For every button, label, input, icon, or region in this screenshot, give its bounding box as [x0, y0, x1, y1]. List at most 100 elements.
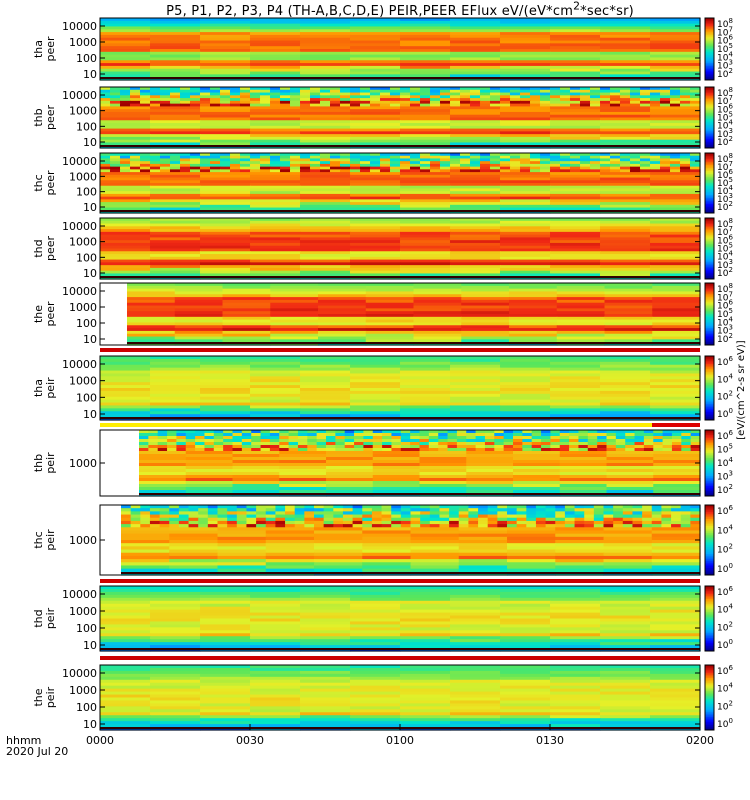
spectrogram-cell	[450, 163, 461, 168]
spectrogram-cell	[500, 196, 551, 200]
spectrogram-cell	[150, 237, 201, 241]
colorbar-cell	[705, 568, 714, 571]
spectrogram-cell	[100, 682, 151, 687]
spectrogram-cell	[660, 166, 671, 170]
spectrogram-cell	[653, 430, 664, 434]
spectrogram-cell	[526, 511, 537, 516]
spectrogram-cell	[279, 472, 327, 476]
y-tick-label: 10	[83, 333, 97, 346]
colorbar-cell	[705, 100, 714, 103]
spectrogram-cell	[500, 603, 551, 608]
colorbar-cell	[705, 396, 714, 399]
spectrogram-cell	[400, 356, 451, 360]
spectrogram-cell	[400, 87, 411, 91]
spectrogram-cell	[150, 180, 201, 184]
spectrogram-cell	[400, 411, 451, 415]
spectrogram-cell	[340, 98, 351, 102]
spectrogram-cell	[600, 74, 651, 78]
spectrogram-cell	[470, 92, 481, 96]
spectrogram-cell	[185, 454, 234, 458]
spectrogram-cell	[500, 609, 551, 614]
colorbar-cell	[705, 378, 714, 381]
colorbar-cell	[705, 476, 714, 479]
spectrogram-cell	[250, 390, 301, 395]
colorbar-cell	[705, 334, 714, 337]
spectrogram-cell	[604, 305, 653, 309]
spectrogram-cell	[487, 520, 498, 525]
spectrogram-cell	[320, 100, 331, 105]
spectrogram-cell	[350, 155, 361, 160]
spectrogram-cell	[316, 430, 327, 434]
spectrogram-cell	[121, 514, 132, 519]
spectrogram-cell	[681, 436, 692, 440]
spectrogram-cell	[300, 103, 311, 108]
spectrogram-cell	[450, 223, 501, 227]
spectrogram-cell	[297, 448, 308, 452]
colorbar-tick-label: 105	[717, 242, 733, 255]
spectrogram-cell	[350, 174, 401, 179]
spectrogram-cell	[513, 484, 561, 488]
spectrogram-cell	[550, 245, 601, 250]
spectrogram-cell	[250, 405, 301, 409]
spectrogram-cell	[559, 466, 608, 470]
spectrogram-cell	[130, 163, 141, 168]
spectrogram-cell	[450, 98, 461, 102]
spectrogram-cell	[350, 270, 401, 275]
spectrogram-cell	[390, 155, 401, 160]
spectrogram-cell	[550, 356, 601, 360]
colorbar-tick-exp: 4	[728, 603, 733, 611]
colorbar-cell	[705, 22, 714, 25]
spectrogram-cell	[600, 402, 651, 407]
spectrogram-cell	[500, 46, 551, 50]
spectrogram-cell	[458, 559, 508, 563]
spectrogram-cell	[232, 472, 280, 476]
spectrogram-cell	[265, 562, 315, 567]
spectrogram-cell	[466, 445, 477, 449]
spectrogram-cell	[304, 524, 315, 528]
spectrogram-cell	[429, 520, 441, 525]
spectrogram-cell	[300, 65, 351, 70]
spectrogram-cell	[410, 517, 421, 522]
spectrogram-cell	[671, 439, 682, 443]
spectrogram-cell	[670, 163, 681, 168]
spectrogram-cell	[650, 586, 701, 590]
colorbar-cell	[705, 529, 714, 532]
spectrogram-cell	[606, 457, 654, 461]
spectrogram-cell	[307, 439, 318, 443]
spectrogram-cell	[450, 361, 501, 366]
colorbar-cell	[705, 600, 714, 603]
spectrogram-cell	[500, 37, 551, 42]
colorbar-cell	[705, 338, 714, 341]
spectrogram-cell	[240, 92, 251, 96]
spectrogram-cell	[650, 364, 701, 369]
colorbar-tick-exp: 4	[728, 372, 733, 380]
spectrogram-cell	[450, 688, 501, 693]
spectrogram-cell	[500, 270, 551, 275]
spectrogram-cell	[642, 514, 653, 519]
spectrogram-cell	[671, 442, 682, 446]
spectrogram-cell	[507, 533, 556, 538]
spectrogram-cell	[250, 191, 301, 195]
colorbar-cell	[705, 41, 714, 44]
spectrogram-cell	[428, 430, 439, 434]
spectrogram-cell	[555, 543, 605, 547]
colorbar-cell	[705, 494, 714, 497]
spectrogram-cell	[150, 131, 201, 135]
panel-frame	[99, 282, 701, 346]
spectrogram-cell	[604, 294, 653, 298]
spectrogram-cell	[176, 439, 187, 443]
spectrogram-cell	[167, 448, 177, 452]
spectrogram-cell	[653, 487, 701, 491]
spectrogram-cell	[559, 430, 570, 434]
spectrogram-cell	[509, 316, 558, 321]
spectrogram-cell	[632, 520, 643, 525]
colorbar-frame	[704, 664, 715, 731]
spectrogram-cell	[200, 411, 251, 415]
spectrogram-cell	[159, 517, 170, 522]
spectrogram-cell	[507, 514, 518, 519]
spectrogram-cell	[574, 511, 585, 516]
spectrogram-cell	[500, 109, 551, 113]
spectrogram-cell	[200, 591, 251, 596]
spectrogram-cell	[600, 63, 651, 67]
spectrogram-cell	[275, 505, 286, 509]
